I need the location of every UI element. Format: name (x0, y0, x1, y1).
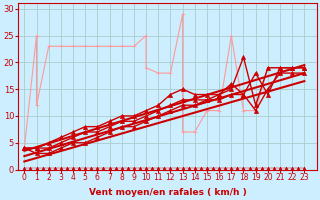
X-axis label: Vent moyen/en rafales ( km/h ): Vent moyen/en rafales ( km/h ) (89, 188, 246, 197)
